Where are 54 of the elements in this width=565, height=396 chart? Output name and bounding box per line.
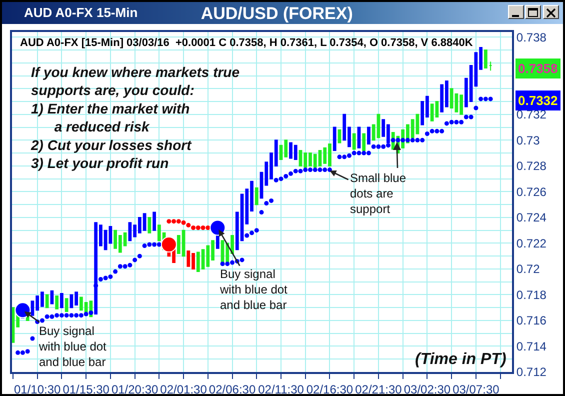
y-tick-label: 0.732	[516, 108, 547, 122]
point	[200, 226, 206, 230]
x-tick-label: 01/20:30	[111, 382, 158, 396]
point	[196, 226, 200, 230]
y-tick-label: 0.724	[516, 210, 547, 225]
y-tick-label: 0.712	[516, 365, 547, 380]
annotation: (Time in PT)	[415, 351, 506, 368]
candlestick	[352, 133, 356, 150]
point	[172, 219, 176, 224]
candlestick	[60, 292, 64, 308]
point	[166, 219, 172, 224]
y-tick-label: 0.718	[516, 288, 547, 302]
x-tick-label: 01/10:30	[14, 382, 62, 396]
y-tick-label: 0.722	[516, 236, 547, 250]
candlestick	[362, 133, 366, 151]
y-tick-label: 0.73	[516, 133, 540, 148]
point	[191, 226, 196, 230]
annotation: If you knew where markets true supports are, you could: 1) Enter the market with a reduced risk 2) Cut your losses short 3) Let your profit run	[30, 64, 240, 171]
text: AUD A0-FX 15-Min	[24, 5, 138, 20]
candlestick	[152, 212, 156, 231]
point	[181, 220, 186, 225]
candlestick	[367, 126, 370, 145]
y-tick-label: 0.714	[516, 339, 547, 354]
candlestick	[148, 216, 152, 234]
y-tick-label: 0.726	[516, 184, 547, 199]
y-tick-label: 0.716	[516, 314, 547, 328]
x-tick-label: 01/15:30	[62, 382, 110, 396]
candlestick	[64, 298, 68, 312]
point	[176, 219, 181, 224]
candlestick	[254, 187, 258, 206]
x-tick-label: 02/06:30	[208, 382, 256, 396]
text: AUD A0-FX [15-Min] 03/03/16 +0.0001 C 0.7358, H 0.7361, L 0.7354, O 0.7358, V 6.8840K	[20, 37, 473, 49]
text: 0.7358	[518, 61, 558, 76]
y-tick-label: 0.72	[516, 262, 540, 276]
text: 0.7332	[518, 93, 558, 108]
y-tick-label: 0.728	[516, 159, 547, 174]
candlestick	[332, 126, 336, 151]
candlestick	[488, 61, 492, 72]
y-tick-label: 0.738	[516, 30, 547, 44]
candlestick	[484, 50, 488, 69]
annotation: Buy signal with blue dot and blue bar	[38, 324, 108, 370]
x-tick-label: 02/21:30	[355, 382, 402, 396]
chart-title: AUD/USD (FOREX)	[200, 4, 353, 23]
annotation: Small blue dots are support	[350, 171, 406, 216]
candlestick	[45, 294, 49, 308]
x-tick-label: 02/11:30	[258, 382, 304, 396]
point	[186, 222, 191, 228]
point	[206, 226, 210, 230]
x-tick-label: 03/07:30	[452, 382, 500, 396]
x-tick-label: 02/16:30	[306, 382, 354, 396]
x-tick-label: 03/02:30	[404, 382, 451, 396]
annotation: Buy signal with blue dot and blue bar	[219, 267, 288, 312]
candlestick	[55, 296, 59, 310]
x-tick-label: 02/01:30	[160, 382, 208, 396]
